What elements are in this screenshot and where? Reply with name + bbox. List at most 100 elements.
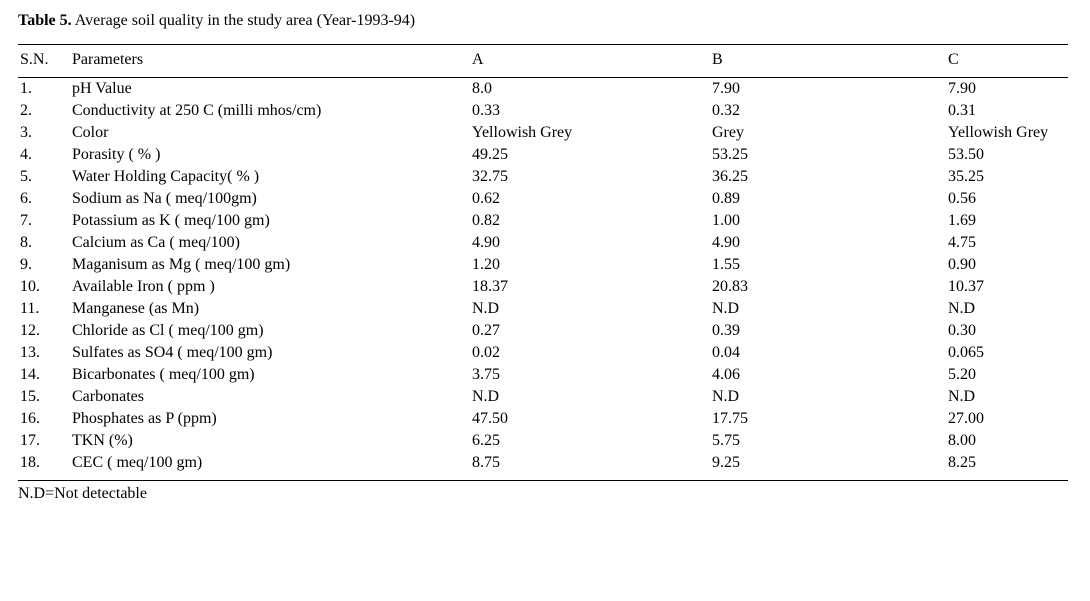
cell-b: 5.75 [710, 430, 946, 452]
cell-sn: 17. [18, 430, 70, 452]
cell-par: Conductivity at 250 C (milli mhos/cm) [70, 100, 470, 122]
table-row: 2. Conductivity at 250 C (milli mhos/cm)… [18, 100, 1068, 122]
cell-b: 36.25 [710, 166, 946, 188]
cell-a: 6.25 [470, 430, 710, 452]
cell-sn: 18. [18, 452, 70, 481]
table-row: 6. Sodium as Na ( meq/100gm) 0.62 0.89 0… [18, 188, 1068, 210]
table-row: 13. Sulfates as SO4 ( meq/100 gm) 0.02 0… [18, 342, 1068, 364]
cell-c: 5.20 [946, 364, 1068, 386]
cell-a: N.D [470, 298, 710, 320]
cell-par: Color [70, 122, 470, 144]
soil-quality-table-wrap: S.N. Parameters A B C 1. pH Value 8.0 7.… [18, 44, 1072, 481]
cell-sn: 11. [18, 298, 70, 320]
cell-c: N.D [946, 298, 1068, 320]
cell-a: 3.75 [470, 364, 710, 386]
table-row: 5. Water Holding Capacity( % ) 32.75 36.… [18, 166, 1068, 188]
table-caption-prefix: Table 5. [18, 12, 72, 29]
cell-par: Sodium as Na ( meq/100gm) [70, 188, 470, 210]
table-row: 8. Calcium as Ca ( meq/100) 4.90 4.90 4.… [18, 232, 1068, 254]
cell-a: 0.33 [470, 100, 710, 122]
cell-sn: 2. [18, 100, 70, 122]
cell-b: 4.90 [710, 232, 946, 254]
table-footnote: N.D=Not detectable [18, 485, 1072, 503]
cell-sn: 1. [18, 78, 70, 101]
cell-sn: 9. [18, 254, 70, 276]
cell-b: 7.90 [710, 78, 946, 101]
cell-b: 0.39 [710, 320, 946, 342]
table-row: 18. CEC ( meq/100 gm) 8.75 9.25 8.25 [18, 452, 1068, 481]
cell-sn: 3. [18, 122, 70, 144]
table-row: 15. Carbonates N.D N.D N.D [18, 386, 1068, 408]
cell-c: 35.25 [946, 166, 1068, 188]
cell-par: Calcium as Ca ( meq/100) [70, 232, 470, 254]
cell-b: 4.06 [710, 364, 946, 386]
col-header-c: C [946, 45, 1068, 78]
cell-sn: 6. [18, 188, 70, 210]
cell-c: 0.56 [946, 188, 1068, 210]
cell-sn: 4. [18, 144, 70, 166]
cell-par: pH Value [70, 78, 470, 101]
cell-par: Maganisum as Mg ( meq/100 gm) [70, 254, 470, 276]
cell-par: Porasity ( % ) [70, 144, 470, 166]
cell-a: 18.37 [470, 276, 710, 298]
cell-par: Manganese (as Mn) [70, 298, 470, 320]
cell-par: Phosphates as P (ppm) [70, 408, 470, 430]
cell-a: 49.25 [470, 144, 710, 166]
cell-sn: 8. [18, 232, 70, 254]
cell-par: Available Iron ( ppm ) [70, 276, 470, 298]
cell-sn: 7. [18, 210, 70, 232]
cell-par: Potassium as K ( meq/100 gm) [70, 210, 470, 232]
cell-c: 0.30 [946, 320, 1068, 342]
cell-a: 4.90 [470, 232, 710, 254]
table-caption-text: Average soil quality in the study area (… [72, 12, 415, 29]
cell-a: 8.75 [470, 452, 710, 481]
cell-par: Bicarbonates ( meq/100 gm) [70, 364, 470, 386]
cell-b: N.D [710, 298, 946, 320]
table-row: 17. TKN (%) 6.25 5.75 8.00 [18, 430, 1068, 452]
table-row: 12. Chloride as Cl ( meq/100 gm) 0.27 0.… [18, 320, 1068, 342]
cell-a: 8.0 [470, 78, 710, 101]
cell-par: Chloride as Cl ( meq/100 gm) [70, 320, 470, 342]
table-row: 7. Potassium as K ( meq/100 gm) 0.82 1.0… [18, 210, 1068, 232]
cell-c: 4.75 [946, 232, 1068, 254]
cell-c: 8.00 [946, 430, 1068, 452]
cell-a: 0.27 [470, 320, 710, 342]
cell-a: 47.50 [470, 408, 710, 430]
cell-a: 0.62 [470, 188, 710, 210]
cell-c: N.D [946, 386, 1068, 408]
cell-sn: 12. [18, 320, 70, 342]
cell-c: 27.00 [946, 408, 1068, 430]
cell-c: Yellowish Grey [946, 122, 1068, 144]
cell-par: Water Holding Capacity( % ) [70, 166, 470, 188]
table-row: 16. Phosphates as P (ppm) 47.50 17.75 27… [18, 408, 1068, 430]
cell-b: 20.83 [710, 276, 946, 298]
cell-sn: 15. [18, 386, 70, 408]
cell-sn: 16. [18, 408, 70, 430]
cell-c: 0.90 [946, 254, 1068, 276]
table-row: 4. Porasity ( % ) 49.25 53.25 53.50 [18, 144, 1068, 166]
table-caption: Table 5. Average soil quality in the stu… [18, 12, 1072, 30]
cell-b: 1.55 [710, 254, 946, 276]
cell-a: Yellowish Grey [470, 122, 710, 144]
table-row: 1. pH Value 8.0 7.90 7.90 [18, 78, 1068, 101]
cell-b: 17.75 [710, 408, 946, 430]
table-row: 14. Bicarbonates ( meq/100 gm) 3.75 4.06… [18, 364, 1068, 386]
cell-sn: 13. [18, 342, 70, 364]
cell-sn: 14. [18, 364, 70, 386]
table-body: 1. pH Value 8.0 7.90 7.90 2. Conductivit… [18, 78, 1068, 481]
cell-b: 53.25 [710, 144, 946, 166]
cell-b: 1.00 [710, 210, 946, 232]
cell-a: 0.82 [470, 210, 710, 232]
cell-c: 0.065 [946, 342, 1068, 364]
col-header-a: A [470, 45, 710, 78]
cell-a: 32.75 [470, 166, 710, 188]
table-header: S.N. Parameters A B C [18, 45, 1068, 78]
cell-c: 7.90 [946, 78, 1068, 101]
cell-par: Sulfates as SO4 ( meq/100 gm) [70, 342, 470, 364]
cell-a: 1.20 [470, 254, 710, 276]
cell-par: Carbonates [70, 386, 470, 408]
cell-b: 0.32 [710, 100, 946, 122]
cell-par: TKN (%) [70, 430, 470, 452]
cell-b: N.D [710, 386, 946, 408]
cell-c: 53.50 [946, 144, 1068, 166]
